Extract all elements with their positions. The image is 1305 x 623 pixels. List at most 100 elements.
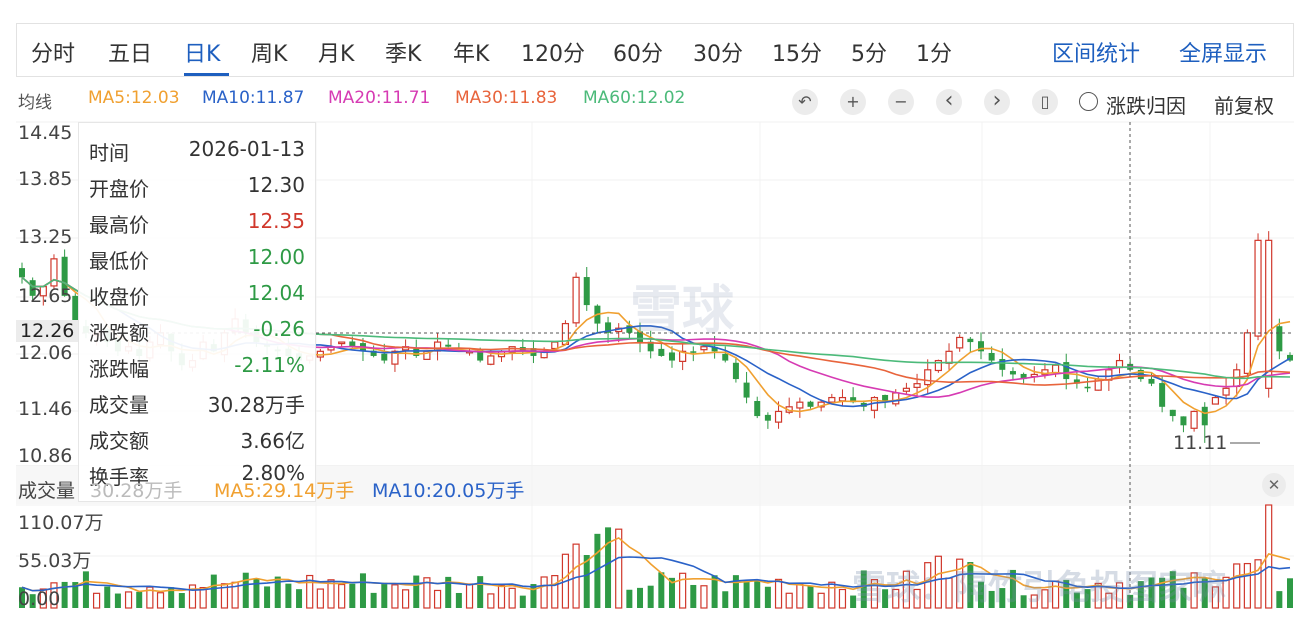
- tab-month-k[interactable]: 月K: [318, 42, 355, 67]
- volume-bar: [253, 578, 260, 608]
- tab-5min[interactable]: 5分: [851, 42, 887, 67]
- candle-body: [1084, 386, 1091, 389]
- volume-bar: [92, 592, 101, 609]
- volume-bar: [956, 558, 964, 609]
- candle-body: [892, 392, 900, 405]
- volume-bar: [349, 583, 356, 608]
- candle-body: [50, 258, 58, 287]
- volume-bar: [381, 582, 388, 608]
- undo-icon[interactable]: ↶: [792, 89, 818, 115]
- volume-bar: [668, 577, 675, 608]
- chevron-left-icon[interactable]: ‹: [936, 89, 962, 115]
- tab-120min[interactable]: 120分: [521, 42, 585, 67]
- volume-bar: [1020, 595, 1027, 608]
- candle-body: [1190, 410, 1198, 429]
- volume-bar: [1115, 582, 1124, 609]
- ma5-value: MA5:12.03: [88, 88, 180, 108]
- tab-60min[interactable]: 60分: [613, 42, 663, 67]
- tab-1min[interactable]: 1分: [916, 42, 952, 67]
- volume-bar: [796, 583, 804, 609]
- tooltip-key: 时间: [89, 141, 129, 165]
- volume-bar: [1094, 582, 1102, 609]
- reset-attribution-radio[interactable]: [1079, 92, 1098, 111]
- volume-bar: [1127, 594, 1134, 608]
- volume-tick: 55.03万: [18, 550, 92, 572]
- tab-30min[interactable]: 30分: [693, 42, 743, 67]
- tooltip-row: 开盘价 12.30: [89, 173, 305, 203]
- volume-bar: [477, 576, 484, 608]
- volume-tick: 0.00: [18, 588, 61, 610]
- tooltip-value: 12.00: [247, 245, 305, 269]
- watermark-logo: 雪球: [630, 281, 735, 341]
- candle-body: [1287, 354, 1293, 361]
- fullscreen-button[interactable]: 全屏显示: [1179, 42, 1268, 67]
- reset-attribution-label[interactable]: 涨跌归因: [1106, 94, 1186, 118]
- volume-bar: [168, 587, 175, 608]
- tab-five-day[interactable]: 五日: [108, 42, 153, 67]
- forward-adjust-toggle[interactable]: 前复权: [1214, 94, 1274, 118]
- volume-bar: [338, 583, 346, 609]
- tab-week-k[interactable]: 周K: [251, 42, 288, 67]
- period-tab-bar: 分时 五日 日K 周K 月K 季K 年K 120分 60分 30分 15分 5分…: [16, 23, 1294, 77]
- tab-minute[interactable]: 分时: [31, 42, 76, 67]
- candle-body: [743, 382, 750, 398]
- volume-bar: [690, 584, 697, 608]
- candle-body: [924, 369, 932, 386]
- volume-bar: [807, 585, 814, 608]
- volume-bar: [1148, 577, 1155, 608]
- volume-bar: [850, 595, 857, 608]
- volume-bar: [870, 579, 879, 609]
- interval-stats-button[interactable]: 区间统计: [1052, 42, 1141, 67]
- volume-bar: [264, 586, 271, 608]
- volume-bar: [540, 576, 548, 609]
- candle-type-icon[interactable]: ▯: [1032, 89, 1058, 115]
- volume-bar: [1190, 572, 1198, 609]
- crosshair-price-label: 12.26: [16, 320, 79, 342]
- zoom-out-icon[interactable]: −: [888, 89, 914, 115]
- volume-bar: [1159, 577, 1166, 608]
- zoom-in-icon[interactable]: +: [840, 89, 866, 115]
- volume-ma-5-line: [21, 536, 1291, 593]
- volume-bar: [743, 580, 750, 608]
- volume-bar: [1287, 578, 1293, 608]
- candle-body: [1020, 373, 1027, 380]
- volume-bar: [892, 588, 900, 609]
- volume-bar: [50, 582, 58, 609]
- volume-bar: [413, 575, 420, 608]
- volume-bar: [1073, 592, 1080, 608]
- close-volume-icon[interactable]: ✕: [1262, 473, 1286, 497]
- volume-bar: [1243, 562, 1251, 609]
- chevron-right-icon[interactable]: ›: [984, 89, 1010, 115]
- volume-bar: [114, 593, 121, 608]
- volume-bar: [1041, 589, 1049, 609]
- candle-body: [807, 401, 814, 407]
- candle-body: [381, 353, 388, 361]
- volume-bar: [583, 555, 590, 608]
- tooltip-key: 成交量: [89, 393, 149, 417]
- volume-bar: [508, 587, 516, 609]
- volume-bar: [274, 576, 281, 608]
- candle-body: [732, 362, 739, 380]
- tooltip-value: 12.04: [247, 281, 305, 305]
- volume-bar: [605, 527, 612, 608]
- ma10-value: MA10:11.87: [202, 88, 305, 108]
- volume-bar: [700, 585, 708, 609]
- volume-bar: [124, 591, 133, 609]
- tab-quarter-k[interactable]: 季K: [385, 42, 422, 67]
- volume-bar: [61, 581, 68, 608]
- ma-label: 均线: [18, 93, 52, 113]
- price-tick: 13.25: [18, 226, 73, 248]
- volume-bar: [1211, 586, 1220, 609]
- low-price-marker: 11.11: [1173, 432, 1228, 454]
- volume-bar: [39, 588, 47, 609]
- tab-15min[interactable]: 15分: [772, 42, 822, 67]
- volume-bar: [455, 592, 462, 608]
- tab-day-k[interactable]: 日K: [184, 42, 221, 67]
- tab-year-k[interactable]: 年K: [453, 42, 490, 67]
- volume-bar: [72, 582, 79, 608]
- volume-bar: [764, 586, 771, 608]
- volume-bar: [29, 594, 36, 608]
- volume-bar: [210, 574, 217, 608]
- tooltip-key: 最低价: [89, 249, 149, 273]
- volume-bar: [519, 595, 526, 608]
